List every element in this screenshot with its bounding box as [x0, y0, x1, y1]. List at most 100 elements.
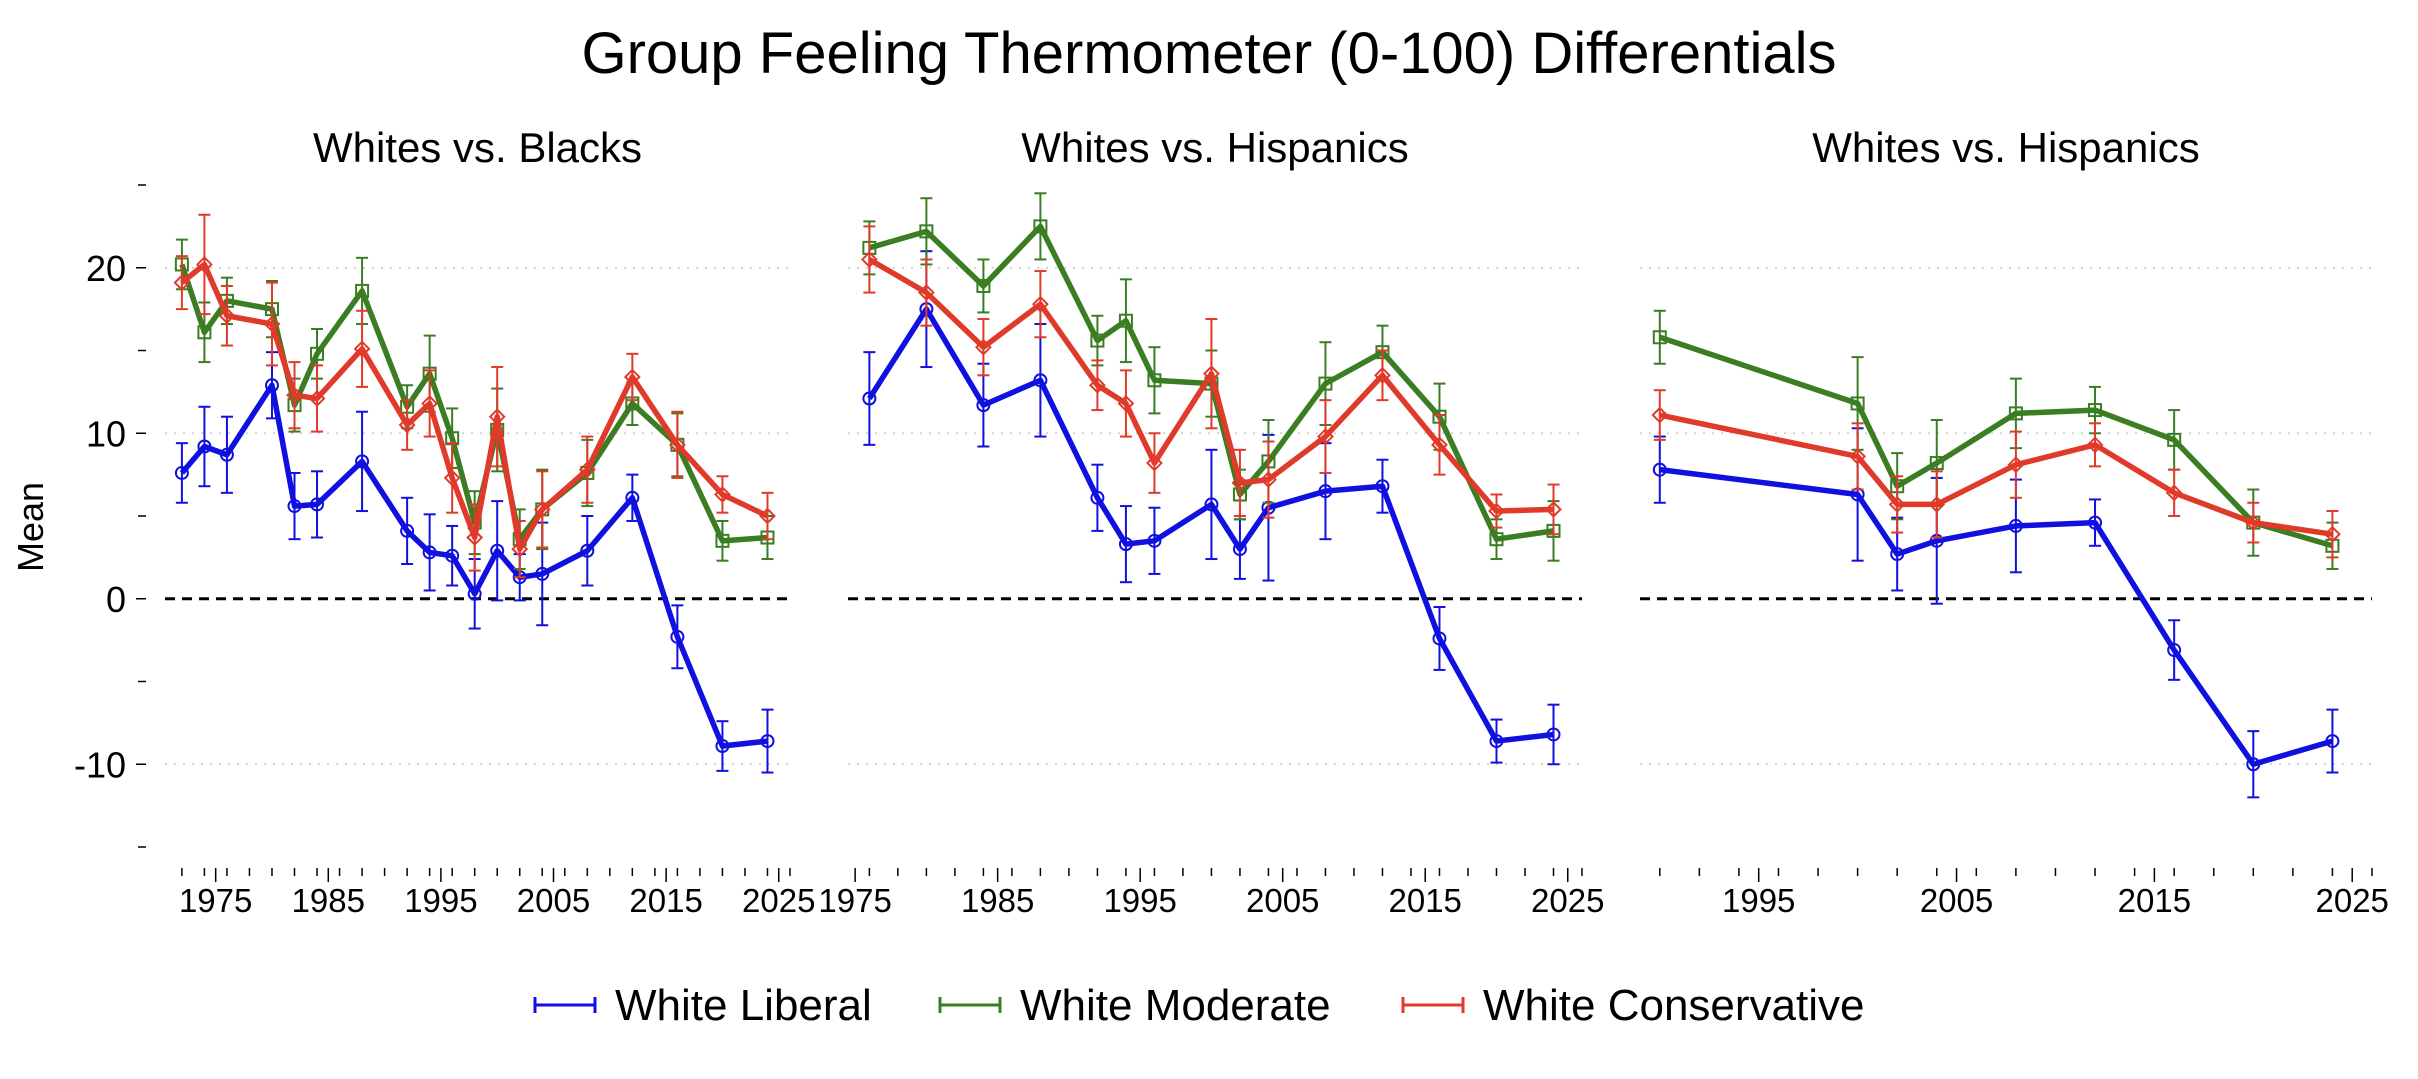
data-point-conservative: [2324, 525, 2341, 543]
panel-title: Whites vs. Hispanics: [1812, 124, 2199, 171]
y-tick-label: 0: [106, 579, 126, 620]
series-line-liberal: [867, 306, 1554, 744]
panel-3: Whites vs. Hispanics 1995 2005 2015 2025: [1640, 124, 2389, 919]
data-point-conservative: [1117, 395, 1135, 412]
x-axis: 1995 2005 2015 2025: [1659, 868, 2389, 919]
y-axis-label: Mean: [10, 482, 51, 572]
panel-title: Whites vs. Hispanics: [1021, 124, 1408, 171]
data-point-moderate: [1489, 532, 1504, 547]
data-point-conservative: [195, 256, 213, 273]
x-axis: 1975 1985 1995 2005 2015 2025: [179, 868, 815, 919]
series-line-liberal: [1659, 466, 2334, 767]
series-conservative: [1651, 389, 2341, 559]
x-tick-label: 2015: [629, 882, 702, 919]
data-point-liberal: [1489, 734, 1504, 749]
x-tick-label: 1975: [179, 882, 252, 919]
data-point-conservative: [1928, 496, 1946, 513]
series-liberal: [862, 250, 1561, 766]
data-point-conservative: [1651, 406, 1669, 424]
data-point-conservative: [533, 500, 551, 518]
panel-2: Whites vs. Hispanics 1975 1985 1995 2005 2015…: [818, 124, 1604, 919]
series-line-conservative: [867, 257, 1554, 514]
x-tick-label: 2025: [1531, 882, 1604, 919]
data-point-liberal: [1147, 533, 1162, 548]
data-point-conservative: [421, 395, 439, 412]
data-point-moderate: [1318, 376, 1333, 391]
panel-title: Whites vs. Blacks: [313, 124, 642, 171]
data-point-conservative: [2086, 436, 2104, 454]
data-point-conservative: [2007, 456, 2025, 474]
data-point-conservative: [1031, 295, 1049, 313]
data-point-conservative: [1545, 500, 1562, 518]
data-point-moderate: [2167, 432, 2182, 447]
legend-label-moderate: White Moderate: [1020, 981, 1331, 1030]
data-point-conservative: [1203, 365, 1220, 383]
data-point-liberal: [174, 465, 189, 480]
data-point-moderate: [1090, 333, 1105, 348]
data-point-conservative: [511, 540, 529, 558]
data-point-liberal: [2246, 757, 2261, 772]
data-point-liberal: [862, 391, 877, 406]
data-point-conservative: [1231, 474, 1249, 492]
data-point-conservative: [1260, 471, 1277, 489]
x-tick-label: 2005: [517, 882, 590, 919]
data-point-conservative: [759, 507, 776, 525]
data-point-conservative: [286, 386, 303, 404]
chart-legend: White Liberal White Moderate White Conserv…: [533, 981, 1864, 1030]
data-point-liberal: [1546, 727, 1561, 742]
data-point-moderate: [1147, 373, 1162, 388]
data-point-conservative: [917, 284, 935, 301]
legend-entry-moderate: White Moderate: [938, 981, 1331, 1030]
series-line-conservative: [180, 261, 769, 552]
x-tick-label: 1985: [292, 882, 365, 919]
data-point-conservative: [263, 315, 281, 333]
y-tick-label: 10: [86, 413, 126, 454]
data-point-moderate: [2088, 403, 2103, 418]
data-point-moderate: [1929, 456, 1944, 471]
x-tick-label: 1975: [818, 882, 891, 919]
legend-entry-conservative: White Conservative: [1401, 981, 1864, 1030]
data-point-conservative: [466, 529, 484, 546]
panel-1: Whites vs. Blacks 1975 1985 1995 2005 2015 202…: [165, 124, 815, 919]
data-point-liberal: [445, 548, 460, 563]
series-line-moderate: [1658, 334, 2334, 549]
data-point-moderate: [2008, 406, 2023, 421]
data-point-conservative: [668, 436, 686, 454]
y-tick-label: -10: [74, 744, 126, 785]
x-tick-label: 2005: [1246, 882, 1319, 919]
x-axis: 1975 1985 1995 2005 2015 2025: [818, 868, 1604, 919]
data-point-liberal: [1033, 373, 1048, 388]
series-line-liberal: [179, 382, 768, 749]
chart-title: Group Feeling Thermometer (0-100) Differ…: [581, 21, 1836, 86]
data-point-conservative: [2165, 484, 2183, 502]
data-point-moderate: [715, 533, 730, 548]
data-point-conservative: [1888, 496, 1906, 513]
y-axis: -10 0 10 20: [74, 184, 146, 848]
data-point-liberal: [264, 378, 279, 393]
data-point-conservative: [578, 461, 596, 479]
data-point-conservative: [623, 368, 641, 386]
data-point-liberal: [1318, 484, 1333, 499]
x-tick-label: 2005: [1920, 882, 1993, 919]
data-point-conservative: [2244, 514, 2262, 532]
data-point-moderate: [197, 325, 212, 340]
data-point-conservative: [308, 390, 326, 407]
data-point-liberal: [355, 454, 370, 469]
x-tick-label: 1995: [1722, 882, 1795, 919]
data-point-liberal: [2325, 734, 2340, 749]
x-tick-label: 1995: [1103, 882, 1176, 919]
data-point-conservative: [974, 338, 992, 356]
data-point-liberal: [2167, 643, 2182, 658]
data-point-moderate: [310, 346, 325, 361]
data-point-liberal: [1232, 542, 1247, 557]
data-point-liberal: [219, 447, 234, 462]
series-line-conservative: [1659, 412, 2333, 537]
data-point-conservative: [443, 469, 461, 487]
data-point-conservative: [398, 416, 416, 434]
data-point-liberal: [1204, 497, 1219, 512]
data-point-moderate: [1850, 396, 1865, 411]
data-point-conservative: [1374, 366, 1391, 384]
data-point-liberal: [670, 629, 685, 644]
series-liberal: [174, 351, 775, 774]
data-point-conservative: [488, 408, 506, 426]
